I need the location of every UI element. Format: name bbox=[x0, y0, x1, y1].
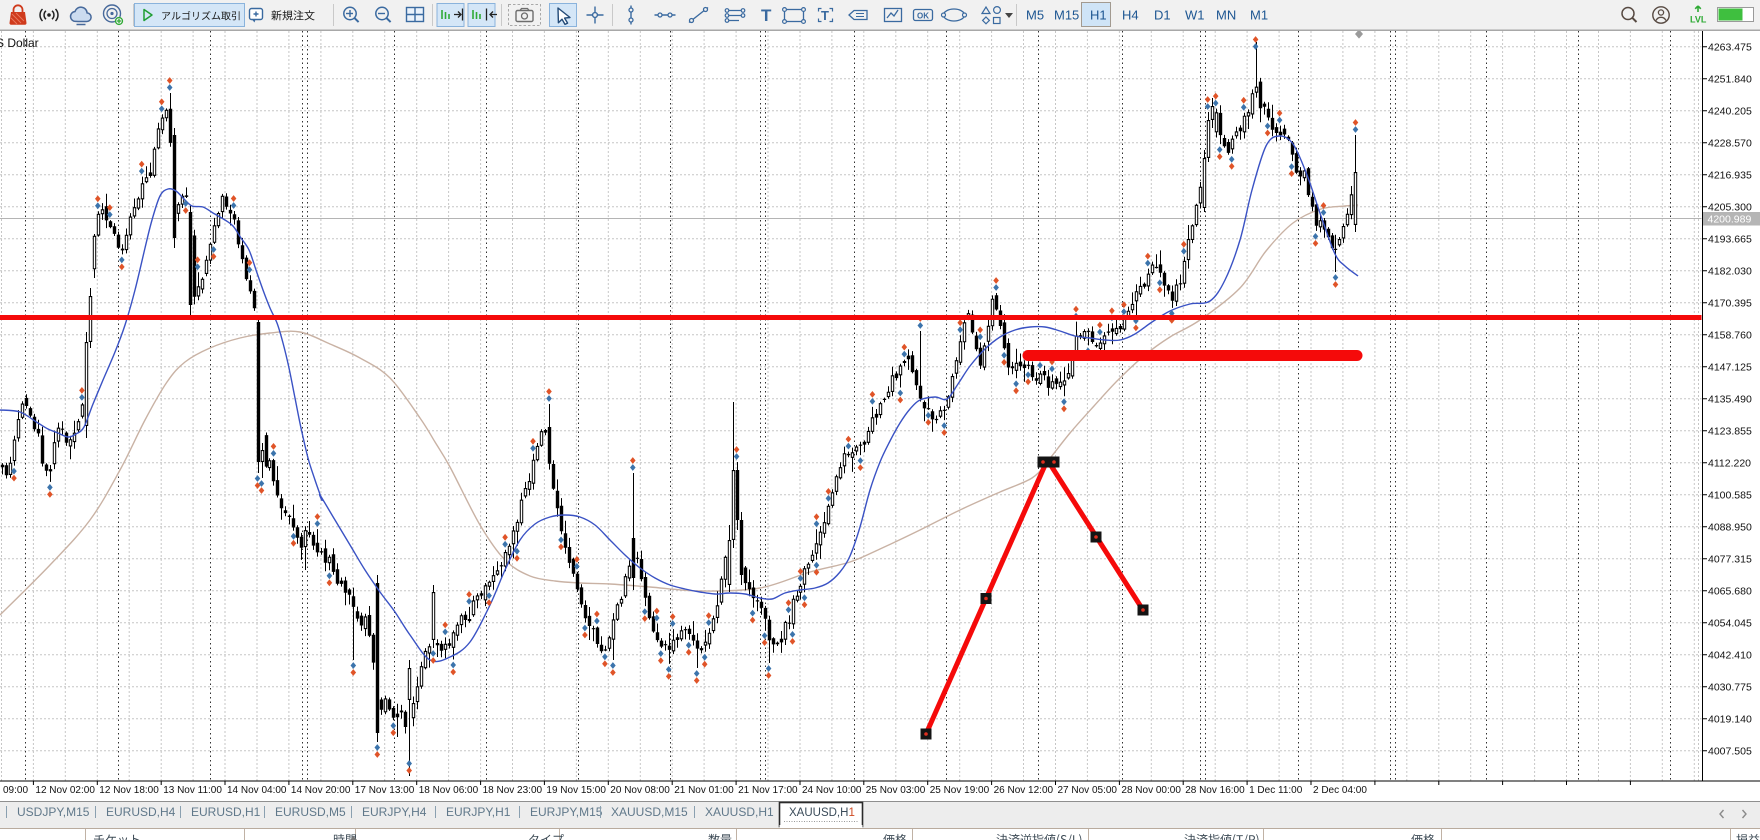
svg-text:4216.935: 4216.935 bbox=[1708, 169, 1752, 181]
svg-text:26 Nov 12:00: 26 Nov 12:00 bbox=[994, 785, 1054, 796]
svg-text:4240.205: 4240.205 bbox=[1708, 105, 1752, 117]
svg-text:EURUSD,M5: EURUSD,M5 bbox=[275, 805, 346, 819]
svg-text:4007.505: 4007.505 bbox=[1708, 745, 1752, 757]
svg-text:EURUSD,H1: EURUSD,H1 bbox=[191, 805, 261, 819]
svg-text:USDJPY,M15: USDJPY,M15 bbox=[17, 805, 90, 819]
svg-text:4158.760: 4158.760 bbox=[1708, 329, 1752, 341]
svg-text:4263.475: 4263.475 bbox=[1708, 41, 1752, 53]
svg-text:M1: M1 bbox=[1250, 8, 1268, 23]
svg-text:12 Nov 18:00: 12 Nov 18:00 bbox=[99, 785, 159, 796]
svg-text:21 Nov 01:00: 21 Nov 01:00 bbox=[674, 785, 734, 796]
svg-text:4112.220: 4112.220 bbox=[1708, 457, 1751, 469]
svg-text:12 Nov 02:00: 12 Nov 02:00 bbox=[35, 785, 95, 796]
svg-text:4147.125: 4147.125 bbox=[1708, 361, 1752, 373]
svg-text:1 Dec 11:00: 1 Dec 11:00 bbox=[1249, 785, 1303, 796]
svg-text:4200.989: 4200.989 bbox=[1708, 214, 1752, 226]
svg-text:27 Nov 05:00: 27 Nov 05:00 bbox=[1058, 785, 1118, 796]
svg-text:19 Nov 15:00: 19 Nov 15:00 bbox=[546, 785, 606, 796]
svg-text:4182.030: 4182.030 bbox=[1708, 265, 1752, 277]
svg-text:09:00: 09:00 bbox=[3, 785, 28, 796]
svg-text:XAUUSD,M15: XAUUSD,M15 bbox=[611, 805, 688, 819]
svg-text:18 Nov 23:00: 18 Nov 23:00 bbox=[483, 785, 543, 796]
svg-text:EURUSD,H4: EURUSD,H4 bbox=[106, 805, 176, 819]
svg-text:4205.300: 4205.300 bbox=[1708, 201, 1752, 213]
svg-text:2 Dec 04:00: 2 Dec 04:00 bbox=[1313, 785, 1367, 796]
svg-text:20 Nov 08:00: 20 Nov 08:00 bbox=[610, 785, 670, 796]
svg-text:4170.395: 4170.395 bbox=[1708, 297, 1752, 309]
svg-text:4251.840: 4251.840 bbox=[1708, 73, 1752, 85]
svg-text:25 Nov 03:00: 25 Nov 03:00 bbox=[866, 785, 926, 796]
svg-text:4077.315: 4077.315 bbox=[1708, 553, 1752, 565]
svg-text:4030.775: 4030.775 bbox=[1708, 681, 1752, 693]
svg-text:XAUUSD,H1: XAUUSD,H1 bbox=[789, 807, 855, 819]
svg-text:18 Nov 06:00: 18 Nov 06:00 bbox=[419, 785, 479, 796]
svg-text:EURJPY,M15: EURJPY,M15 bbox=[530, 805, 603, 819]
svg-text:17 Nov 13:00: 17 Nov 13:00 bbox=[355, 785, 415, 796]
svg-text:T: T bbox=[761, 6, 772, 25]
svg-text:4019.140: 4019.140 bbox=[1708, 713, 1752, 725]
svg-text:4135.490: 4135.490 bbox=[1708, 393, 1752, 405]
svg-text:4123.855: 4123.855 bbox=[1708, 425, 1752, 437]
svg-text:OK: OK bbox=[917, 12, 929, 21]
svg-text:EURJPY,H4: EURJPY,H4 bbox=[362, 805, 427, 819]
svg-text:4054.045: 4054.045 bbox=[1708, 617, 1752, 629]
svg-text:H4: H4 bbox=[1122, 8, 1139, 23]
svg-text:28 Nov 00:00: 28 Nov 00:00 bbox=[1121, 785, 1181, 796]
svg-text:S Dollar: S Dollar bbox=[0, 36, 39, 50]
svg-text:4088.950: 4088.950 bbox=[1708, 521, 1752, 533]
svg-text:21 Nov 17:00: 21 Nov 17:00 bbox=[738, 785, 798, 796]
svg-text:H1: H1 bbox=[1090, 8, 1107, 23]
svg-text:T: T bbox=[821, 8, 829, 23]
svg-text:4042.410: 4042.410 bbox=[1708, 649, 1752, 661]
svg-text:D1: D1 bbox=[1154, 8, 1171, 23]
svg-text:14 Nov 20:00: 14 Nov 20:00 bbox=[291, 785, 351, 796]
svg-text:LVL: LVL bbox=[1690, 15, 1707, 25]
svg-text:4100.585: 4100.585 bbox=[1708, 489, 1752, 501]
svg-text:14 Nov 04:00: 14 Nov 04:00 bbox=[227, 785, 287, 796]
svg-text:W1: W1 bbox=[1185, 8, 1205, 23]
svg-text:M15: M15 bbox=[1054, 8, 1079, 23]
svg-text:13 Nov 11:00: 13 Nov 11:00 bbox=[163, 785, 222, 796]
svg-text:M5: M5 bbox=[1026, 8, 1044, 23]
svg-text:4193.665: 4193.665 bbox=[1708, 233, 1752, 245]
svg-text:4065.680: 4065.680 bbox=[1708, 585, 1752, 597]
svg-text:24 Nov 10:00: 24 Nov 10:00 bbox=[802, 785, 862, 796]
svg-text:EURJPY,H1: EURJPY,H1 bbox=[446, 805, 511, 819]
svg-text:28 Nov 16:00: 28 Nov 16:00 bbox=[1185, 785, 1245, 796]
svg-text:MN: MN bbox=[1216, 8, 1236, 23]
svg-text:4228.570: 4228.570 bbox=[1708, 137, 1752, 149]
svg-text:25 Nov 19:00: 25 Nov 19:00 bbox=[930, 785, 990, 796]
svg-text:XAUUSD,H1: XAUUSD,H1 bbox=[705, 805, 774, 819]
